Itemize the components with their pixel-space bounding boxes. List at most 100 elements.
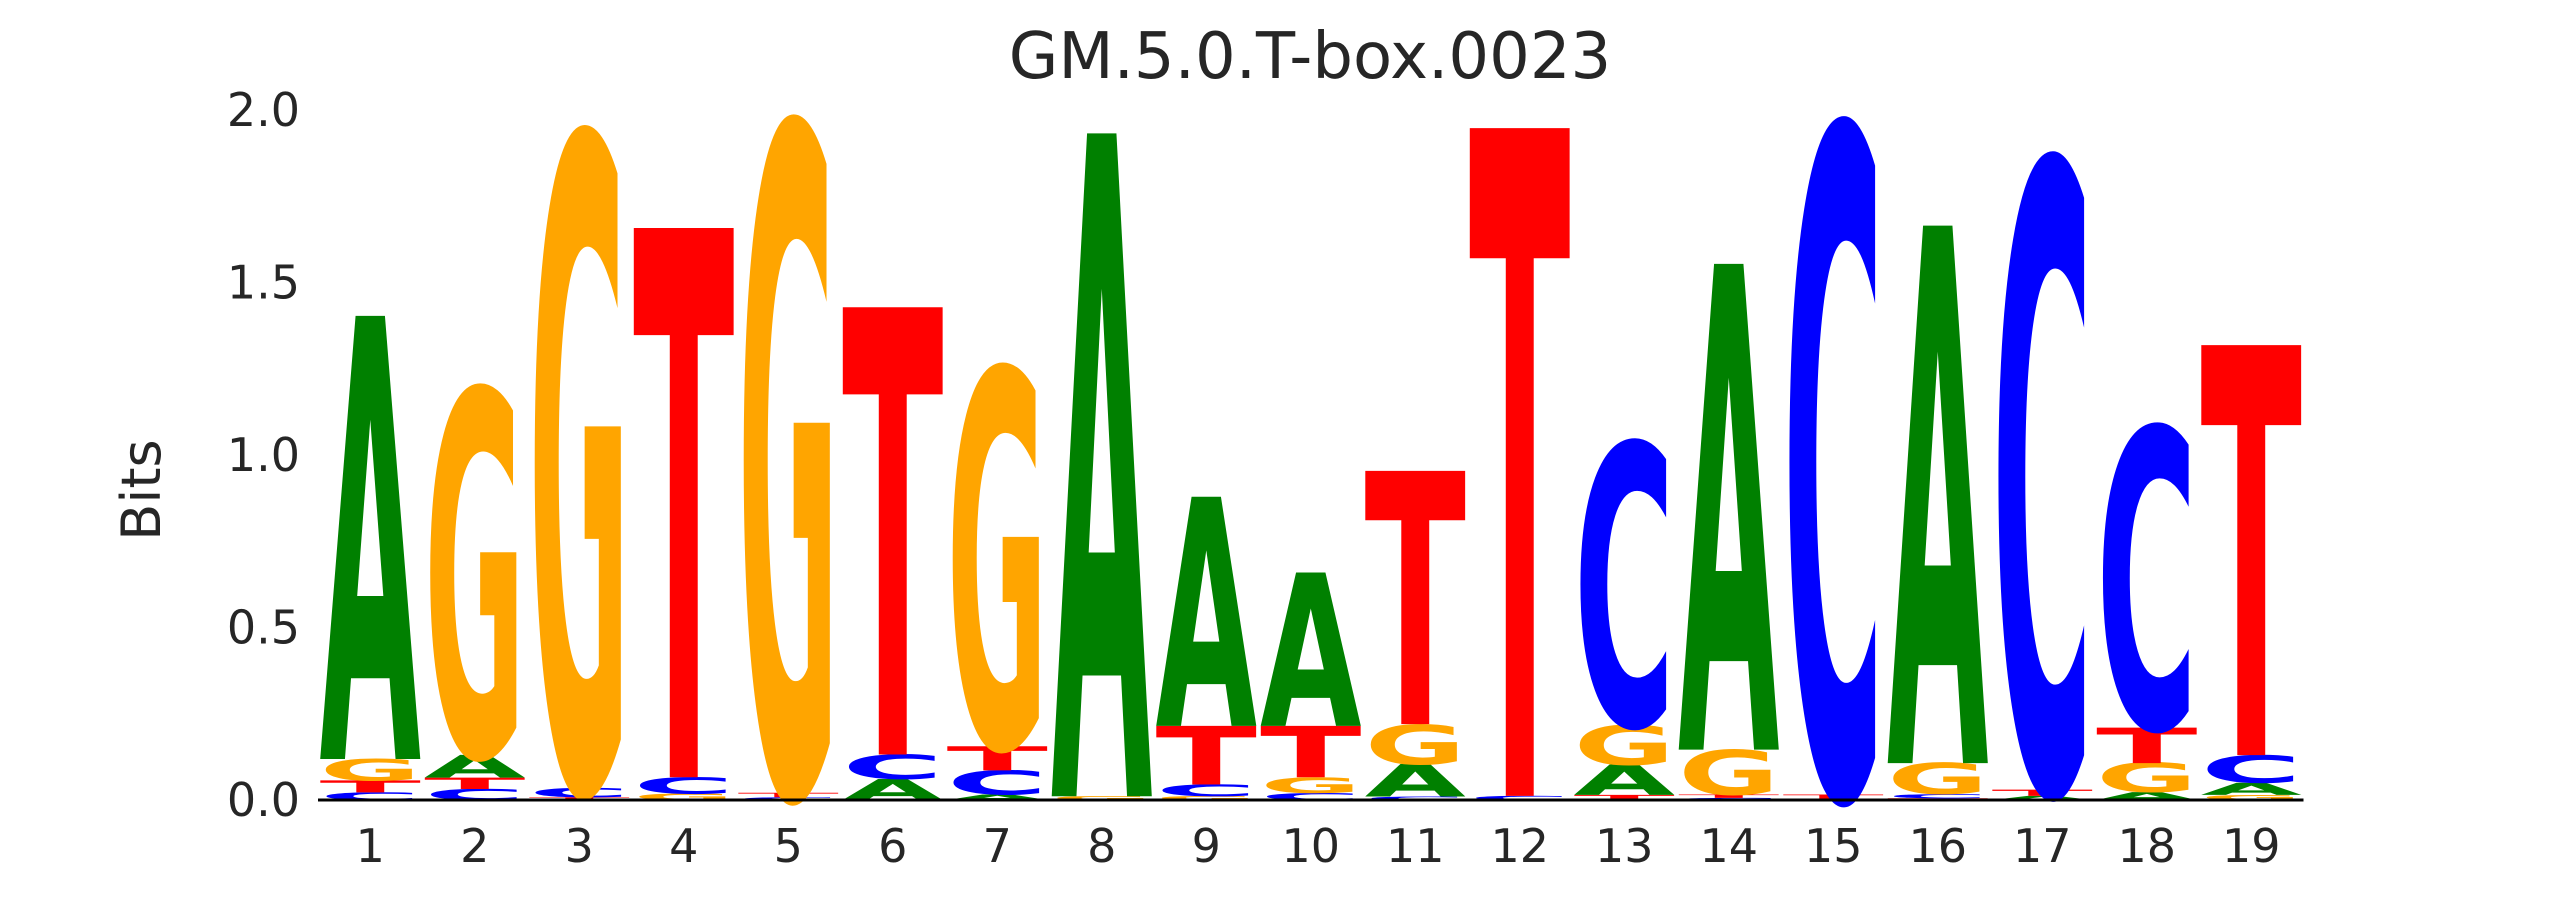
x-tick-label: 16 — [1908, 819, 1967, 873]
logo-letter-T: T — [2096, 718, 2198, 775]
logo-stack-segment: C — [1992, 0, 2093, 900]
logo-letter-C: C — [529, 785, 630, 800]
x-tick-label: 6 — [878, 819, 907, 873]
logo-stack-segment: G — [1365, 713, 1466, 776]
x-tick-label: 9 — [1192, 819, 1221, 873]
logo-letter-A: A — [1260, 530, 1361, 775]
logo-stack-segment: G — [1574, 714, 1675, 777]
x-tick-label: 17 — [2013, 819, 2072, 873]
logo-stack-segment: G — [1051, 795, 1152, 801]
logo-letter-T: T — [2201, 234, 2303, 888]
logo-stack-segment: G — [738, 0, 839, 900]
logo-letter-T: T — [1365, 403, 1466, 807]
logo-letter-G: G — [738, 0, 839, 900]
logo-stack-segment: C — [633, 773, 734, 799]
logo-stack-segment: G — [1887, 755, 1988, 804]
logo-letter-A: A — [320, 195, 422, 900]
logo-stack-segment: T — [1992, 788, 2095, 798]
x-tick-label: 7 — [983, 819, 1012, 873]
logo-stack-segment: T — [1365, 403, 1466, 807]
logo-stack-segment: T — [1156, 711, 1258, 804]
logo-letter-T: T — [947, 740, 1049, 779]
logo-letter-G: G — [320, 754, 421, 788]
logo-letter-A: A — [947, 793, 1049, 802]
logo-stack-segment: T — [2096, 718, 2198, 775]
x-tick-label: 10 — [1281, 819, 1340, 873]
logo-letter-G: G — [1156, 795, 1257, 801]
logo-stack-segment: C — [1365, 796, 1466, 802]
x-tick-labels: 1 2 3 4 5 6 7 8 9 10 11 12 13 14 15 16 17 18 19 — [356, 819, 2281, 873]
logo-stack-segment: C — [1469, 795, 1570, 802]
logo-stack-segment: G — [529, 0, 630, 900]
logo-letter-C: C — [633, 773, 734, 799]
logo-letter-T: T — [424, 775, 526, 793]
logo-stack-segment: C — [1887, 793, 1988, 800]
logo-letter-G: G — [2201, 793, 2302, 801]
logo-stack-segment: G — [1156, 795, 1257, 801]
logo-letter-C: C — [1365, 796, 1466, 802]
logo-stack-segment: T — [947, 740, 1049, 779]
x-tick-label: 11 — [1386, 819, 1445, 873]
logo-stack-segment: G — [1678, 737, 1779, 809]
logo-letter-C: C — [947, 764, 1048, 803]
logo-letter-T: T — [1574, 793, 1675, 801]
logo-letter-C: C — [1156, 781, 1257, 800]
logo-letter-A: A — [1574, 757, 1675, 805]
logo-stack-segment: G — [2096, 755, 2197, 801]
logo-stack-segment: A — [1574, 757, 1675, 805]
logo-letter-G: G — [633, 792, 734, 802]
x-tick-label: 15 — [1804, 819, 1863, 873]
logo-stacks: CTGACTAGTCGGCTCTGACTACTGGAGCTACGTACAGTCT… — [320, 0, 2303, 900]
logo-stack-segment: C — [1156, 781, 1257, 800]
logo-letter-G: G — [1887, 755, 1988, 804]
logo-letter-C: C — [1887, 793, 1988, 800]
logo-stack-segment: C — [2201, 748, 2302, 792]
logo-letter-G: G — [1260, 773, 1361, 798]
logo-stack-segment: C — [1260, 791, 1361, 802]
x-tick-label: 4 — [669, 819, 698, 873]
logo-letter-T: T — [1678, 794, 1779, 800]
logo-letter-G: G — [424, 292, 525, 874]
logo-letter-G: G — [1365, 713, 1466, 776]
x-tick-label: 5 — [774, 819, 803, 873]
logo-stack-segment: T — [2201, 234, 2303, 888]
logo-stack-segment: A — [1992, 795, 2094, 802]
logo-letter-C: C — [1783, 0, 1884, 900]
logo-letter-G: G — [1574, 714, 1675, 777]
logo-letter-T: T — [320, 777, 422, 796]
logo-letter-A: A — [1051, 0, 1153, 900]
logo-letter-C: C — [2201, 748, 2302, 792]
logo-stack-segment: A — [1156, 435, 1257, 800]
logo-letter-G: G — [1051, 795, 1152, 801]
logo-letter-T: T — [1260, 713, 1361, 794]
logo-stack-segment: T — [320, 777, 422, 796]
logo-stack-segment: C — [1574, 366, 1675, 816]
logo-stack-segment: A — [1678, 133, 1780, 900]
logo-stack-segment: T — [1260, 713, 1361, 794]
logo-letter-T: T — [633, 78, 735, 900]
x-tick-label: 14 — [1699, 819, 1758, 873]
logo-stack-segment: A — [947, 793, 1049, 802]
y-tick-label: 0.0 — [227, 773, 300, 827]
x-tick-label: 13 — [1595, 819, 1654, 873]
logo-stack-segment: T — [1678, 794, 1779, 800]
logo-letter-C: C — [1574, 366, 1675, 816]
logo-stack-segment: T — [1783, 793, 1884, 800]
logo-letter-A: A — [1887, 81, 1989, 900]
logo-stack-segment: G — [424, 292, 525, 874]
logo-stack-segment: C — [842, 748, 943, 787]
logo-letter-C: C — [1469, 795, 1570, 802]
logo-stack-segment: T — [1469, 0, 1571, 900]
logo-letter-T: T — [1783, 793, 1884, 800]
plot-title: GM.5.0.T-box.0023 — [1009, 20, 1612, 94]
logo-stack-segment: A — [1051, 0, 1153, 900]
logo-letter-A: A — [1678, 133, 1780, 900]
logo-letter-C: C — [2096, 346, 2197, 826]
logo-stack-segment: T — [1574, 793, 1675, 801]
logo-letter-G: G — [2096, 755, 2197, 801]
x-tick-label: 3 — [565, 819, 594, 873]
y-axis-label: Bits — [110, 439, 173, 540]
x-tick-label: 1 — [356, 819, 385, 873]
